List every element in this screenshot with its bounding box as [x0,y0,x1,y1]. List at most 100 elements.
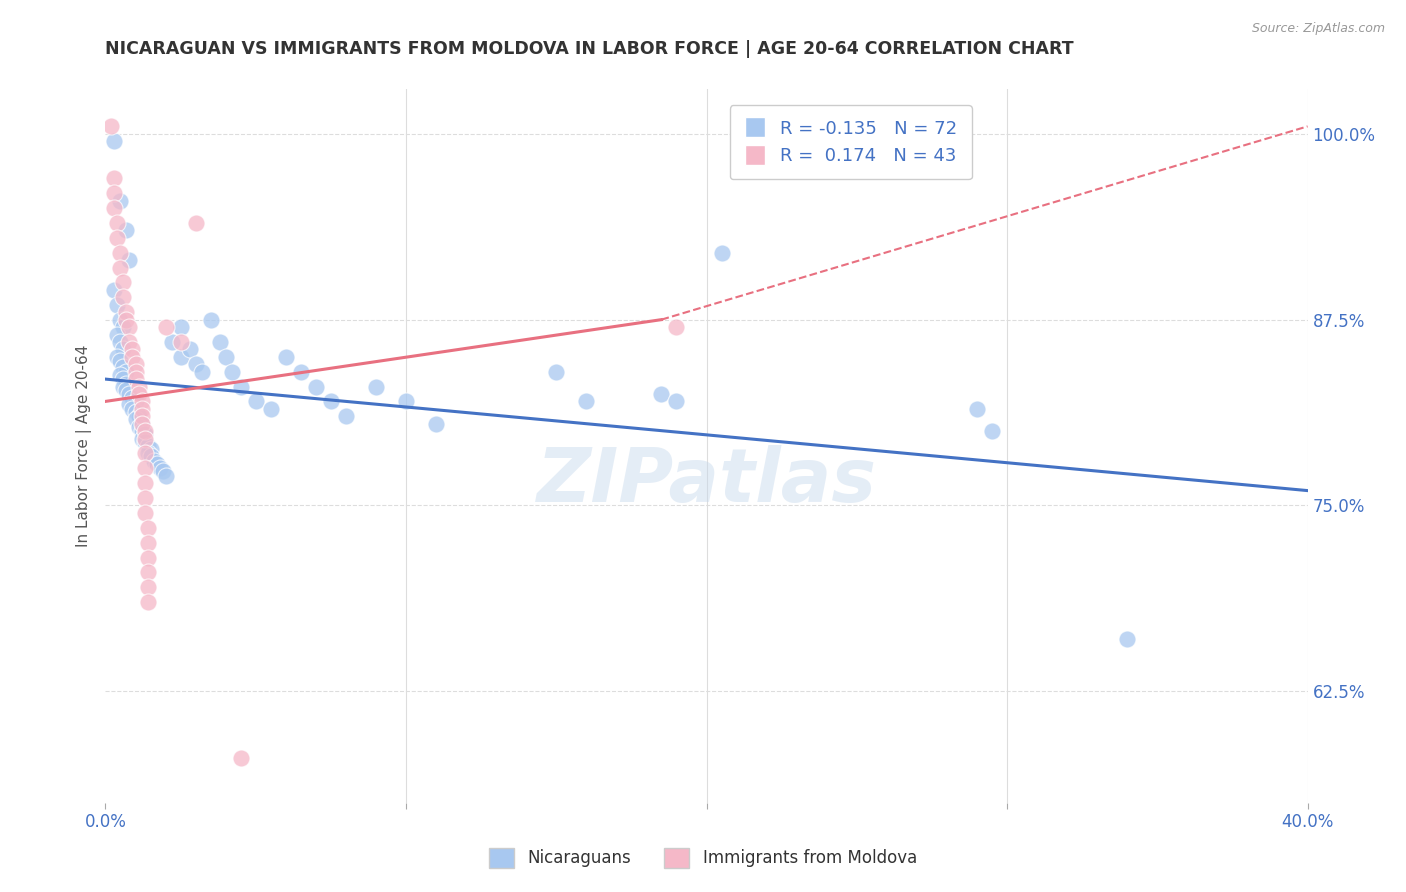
Point [134,491,156,505]
Point [118,253,141,268]
Point [650,387,672,401]
Point [118,387,141,401]
Point [110,312,132,326]
Point [121,401,143,416]
Point [145,457,167,471]
Point [710,245,733,260]
Point [134,432,156,446]
Point [115,223,138,237]
Point [134,424,156,438]
Point [152,464,174,478]
Point [107,298,129,312]
Point [260,401,283,416]
Point [128,409,150,424]
Point [179,343,201,357]
Point [665,320,688,334]
Legend: R = -0.135   N = 72, R =  0.174   N = 43: R = -0.135 N = 72, R = 0.174 N = 43 [730,105,972,179]
Point [124,357,146,371]
Point [115,305,138,319]
Point [200,312,222,326]
Point [169,350,191,364]
Point [134,461,156,475]
Point [148,461,170,475]
Point [136,446,159,460]
Point [131,417,153,431]
Point [1116,632,1139,647]
Point [100,120,122,134]
Point [184,357,207,371]
Point [110,334,132,349]
Point [107,216,129,230]
Point [110,368,132,382]
Point [115,383,138,397]
Point [103,134,125,148]
Point [155,468,177,483]
Point [546,365,568,379]
Point [107,231,129,245]
Point [131,409,153,424]
Point [395,394,418,409]
Point [575,394,598,409]
Point [134,434,156,449]
Point [160,334,183,349]
Point [134,476,156,491]
Point [169,320,191,334]
Text: Source: ZipAtlas.com: Source: ZipAtlas.com [1251,22,1385,36]
Point [112,290,135,304]
Point [103,186,125,201]
Point [134,446,156,460]
Point [319,394,342,409]
Point [131,394,153,409]
Point [131,401,153,416]
Point [112,320,135,334]
Point [364,379,387,393]
Point [103,201,125,215]
Point [305,379,328,393]
Point [124,405,146,419]
Point [221,365,243,379]
Point [124,365,146,379]
Point [107,327,129,342]
Point [169,334,191,349]
Point [184,216,207,230]
Point [425,417,447,431]
Point [665,394,688,409]
Point [112,343,135,357]
Point [335,409,357,424]
Point [155,320,177,334]
Point [274,350,297,364]
Point [134,427,156,442]
Point [118,397,141,411]
Point [214,350,236,364]
Point [124,412,146,426]
Text: NICARAGUAN VS IMMIGRANTS FROM MOLDOVA IN LABOR FORCE | AGE 20-64 CORRELATION CHA: NICARAGUAN VS IMMIGRANTS FROM MOLDOVA IN… [105,40,1074,58]
Point [112,276,135,290]
Point [124,394,146,409]
Point [131,424,153,438]
Point [110,245,132,260]
Point [136,521,159,535]
Point [128,419,150,434]
Point [134,506,156,520]
Point [115,376,138,391]
Point [142,454,165,468]
Point [229,379,252,393]
Point [107,350,129,364]
Point [115,312,138,326]
Y-axis label: In Labor Force | Age 20-64: In Labor Force | Age 20-64 [76,345,91,547]
Point [131,432,153,446]
Point [115,365,138,379]
Point [103,171,125,186]
Point [966,401,988,416]
Point [128,387,150,401]
Point [139,450,162,464]
Point [981,424,1004,438]
Point [136,580,159,594]
Point [118,320,141,334]
Point [112,360,135,375]
Point [136,550,159,565]
Point [190,365,212,379]
Point [103,283,125,297]
Point [208,334,231,349]
Point [139,442,162,456]
